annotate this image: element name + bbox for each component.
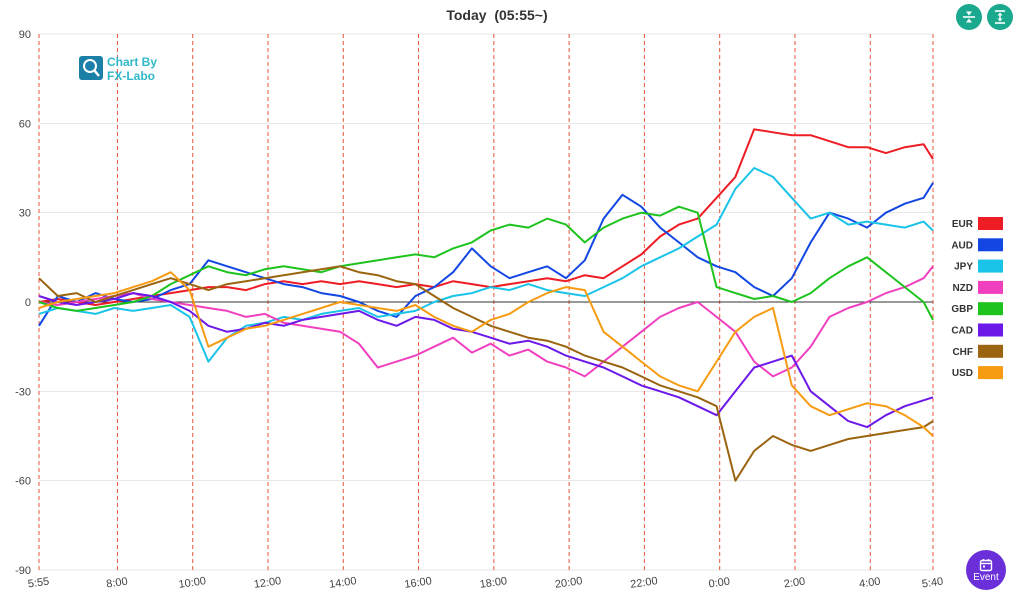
x-tick-label: 20:00 <box>554 575 583 591</box>
legend-swatch-nzd <box>978 280 1003 294</box>
event-button[interactable]: Event <box>966 550 1006 590</box>
legend-label-usd: USD <box>952 368 973 379</box>
legend-swatch-chf <box>978 344 1003 358</box>
expand-vertical-icon <box>995 10 1005 24</box>
legend-swatch-cad <box>978 323 1003 337</box>
legend-label-cad: CAD <box>951 326 973 337</box>
x-tick-label: 0:00 <box>708 576 731 591</box>
series-line-chf <box>38 265 934 482</box>
event-button-label: Event <box>973 571 999 583</box>
magnifier-handle <box>93 69 100 77</box>
x-tick-label: 8:00 <box>106 576 129 591</box>
x-tick-label: 16:00 <box>404 575 433 591</box>
y-tick-label: 30 <box>19 208 31 220</box>
legend-label-chf: CHF <box>952 347 973 358</box>
y-tick-label: 90 <box>19 29 31 41</box>
x-tick-label: 10:00 <box>178 575 207 591</box>
magnifier-icon <box>83 59 97 73</box>
y-tick-label: -30 <box>15 386 31 398</box>
compress-vertical-button[interactable] <box>956 4 982 30</box>
legend-swatch-jpy <box>978 259 1003 273</box>
y-tick-label: -90 <box>15 565 31 577</box>
watermark-logo-line2: FX-Labo <box>107 69 155 83</box>
watermark-logo-line1: Chart By <box>107 55 157 69</box>
expand-vertical-button[interactable] <box>987 4 1013 30</box>
series-line-cad <box>38 292 934 429</box>
series-line-nzd <box>38 265 934 378</box>
legend-swatch-gbp <box>978 302 1003 316</box>
x-tick-label: 5:40 <box>921 576 944 591</box>
legend-swatch-eur <box>978 217 1003 230</box>
x-tick-label: 12:00 <box>253 575 282 591</box>
series-line-jpy <box>38 167 934 363</box>
y-tick-label: -60 <box>15 476 31 488</box>
calendar-icon <box>979 558 993 571</box>
series-line-usd <box>38 271 934 437</box>
legend: EUR AUD JPY NZD GBP CAD CHF USD <box>951 217 1003 380</box>
legend-label-jpy: JPY <box>954 262 973 273</box>
legend-swatch-usd <box>978 366 1003 380</box>
x-tick-label: 18:00 <box>479 575 508 591</box>
y-tick-label: 0 <box>25 297 31 309</box>
legend-label-aud: AUD <box>951 240 973 251</box>
x-tick-label: 5:55 <box>27 576 50 591</box>
legend-swatch-aud <box>978 238 1003 252</box>
legend-label-eur: EUR <box>952 219 974 230</box>
legend-label-gbp: GBP <box>951 304 973 315</box>
legend-label-nzd: NZD <box>952 283 973 294</box>
compress-vertical-icon <box>963 11 975 23</box>
series-line-gbp <box>38 205 934 321</box>
chart-title: Today (05:55~) <box>446 7 547 23</box>
x-tick-label: 4:00 <box>858 576 881 591</box>
y-tick-label: 60 <box>19 118 31 130</box>
x-tick-label: 22:00 <box>630 575 659 591</box>
x-tick-label: 2:00 <box>783 576 806 591</box>
x-tick-label: 14:00 <box>328 575 357 591</box>
